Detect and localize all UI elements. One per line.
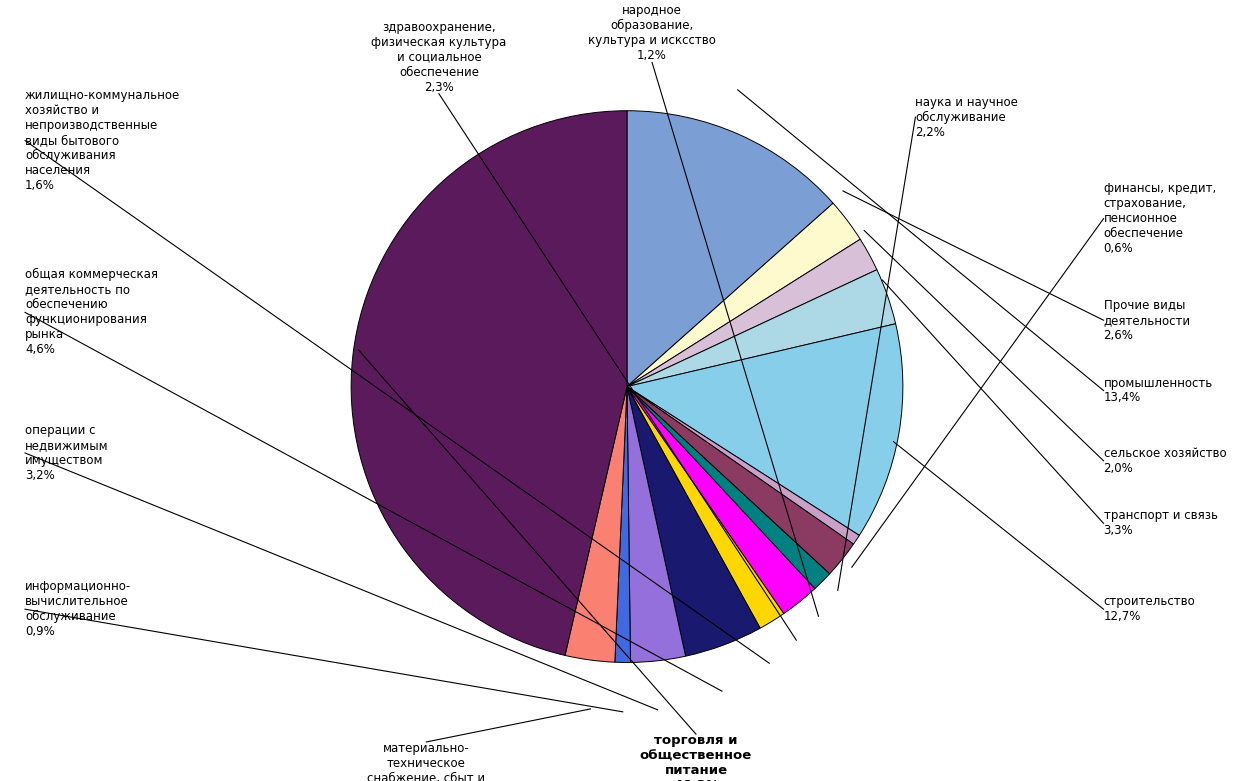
Text: здравоохранение,
физическая культура
и социальное
обеспечение
2,3%: здравоохранение, физическая культура и с… (371, 21, 507, 94)
Wedge shape (627, 387, 784, 628)
Wedge shape (627, 387, 815, 614)
Text: информационно-
вычислительное
обслуживание
0,9%: информационно- вычислительное обслуживан… (25, 580, 132, 638)
Text: транспорт и связь
3,3%: транспорт и связь 3,3% (1104, 509, 1218, 537)
Text: промышленность
13,4%: промышленность 13,4% (1104, 376, 1213, 405)
Wedge shape (627, 387, 760, 656)
Text: жилищно-коммунальное
хозяйство и
непроизводственные
виды бытового
обслуживания
н: жилищно-коммунальное хозяйство и непроиз… (25, 89, 181, 192)
Wedge shape (627, 387, 854, 574)
Text: наука и научное
обслуживание
2,2%: наука и научное обслуживание 2,2% (915, 95, 1018, 139)
Wedge shape (627, 387, 859, 544)
Text: операции с
недвижимым
имуществом
3,2%: операции с недвижимым имуществом 3,2% (25, 424, 109, 482)
Wedge shape (566, 387, 627, 662)
Text: торговля и
общественное
питание
46,3%: торговля и общественное питание 46,3% (640, 734, 752, 781)
Wedge shape (614, 387, 631, 662)
Wedge shape (627, 111, 833, 387)
Wedge shape (627, 203, 860, 387)
Wedge shape (627, 269, 895, 387)
Text: Прочие виды
деятельности
2,6%: Прочие виды деятельности 2,6% (1104, 298, 1190, 342)
Text: материально-
техническое
снабжение, сбыт и
заготовки
2,9%: материально- техническое снабжение, сбыт… (367, 742, 485, 781)
Wedge shape (627, 387, 686, 662)
Text: строительство
12,7%: строительство 12,7% (1104, 595, 1195, 623)
Wedge shape (627, 387, 830, 589)
Wedge shape (627, 239, 877, 387)
Text: народное
образование,
культура и исксство
1,2%: народное образование, культура и исксств… (588, 5, 716, 62)
Wedge shape (627, 324, 903, 536)
Text: сельское хозяйство
2,0%: сельское хозяйство 2,0% (1104, 447, 1226, 475)
Text: финансы, кредит,
страхование,
пенсионное
обеспечение
0,6%: финансы, кредит, страхование, пенсионное… (1104, 182, 1216, 255)
Wedge shape (351, 111, 627, 655)
Text: общая коммерческая
деятельность по
обеспечению
функционирования
рынка
4,6%: общая коммерческая деятельность по обесп… (25, 269, 158, 356)
